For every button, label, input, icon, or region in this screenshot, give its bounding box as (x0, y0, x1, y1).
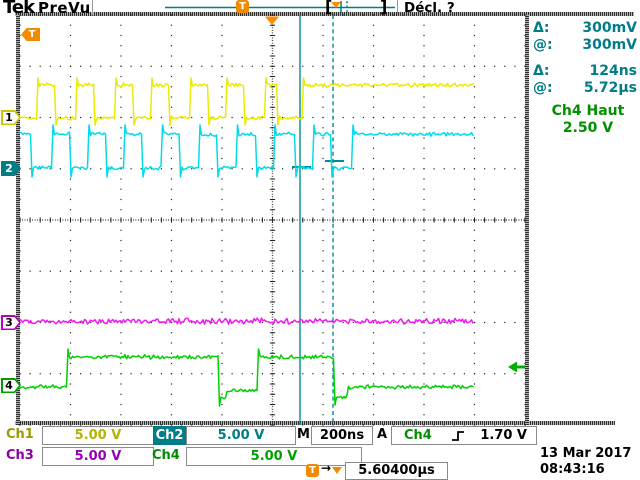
timebase-label: M (297, 427, 310, 442)
timebase-readout: 200ns (311, 426, 373, 445)
record-window-right-bracket: ] (380, 0, 388, 16)
time-text: 08:43:16 (540, 462, 605, 477)
channel-1-marker-label: 1 (5, 111, 13, 124)
trigger-source: Ch4 (404, 428, 432, 443)
trigger-readout: Ch4 1.70 V (391, 426, 537, 445)
channel-2-marker-label: 2 (5, 162, 13, 175)
t-cursor-at-value: 5.72µs (583, 80, 637, 96)
rising-edge-icon (452, 431, 464, 441)
ch1-label: Ch1 (6, 427, 34, 442)
trigger-delay-triangle-icon (332, 467, 342, 474)
channel-4-marker-bg (2, 379, 19, 392)
record-trigger-position-icon (331, 2, 341, 8)
ch4-scale-readout: 5.00 V (186, 447, 362, 466)
v-cursor-delta-value: 300mV (582, 20, 637, 36)
v-cursor-at-value: 300mV (582, 37, 637, 53)
trigger-status-text: Décl. ? (404, 0, 455, 16)
channel-3-marker: 3 (1, 315, 21, 330)
tek-logo: Tek (3, 0, 35, 18)
arrow-icon: → (321, 461, 332, 475)
ch2-scale-readout: 5.00 V (186, 426, 296, 445)
trigger-t-badge: T (236, 0, 249, 13)
date-text: 13 Mar 2017 (540, 446, 632, 461)
measurement-title: Ch4 Haut (551, 103, 625, 119)
measurement-value: 2.50 V (562, 120, 614, 136)
t-cursor-at-label: @: (533, 80, 553, 96)
ch3-scale-readout: 5.00 V (42, 447, 154, 466)
header-divider (92, 0, 93, 15)
t-cursor-delta-label: Δ: (533, 63, 550, 79)
channel-2-marker: 2 (1, 161, 21, 176)
acquisition-status: PreVu (38, 0, 91, 17)
trigger-mode-label: A (377, 427, 388, 442)
ch3-label: Ch3 (6, 448, 34, 463)
trigger-delay-t-badge: T (306, 464, 319, 477)
ch2-label-selected: Ch2 (153, 426, 186, 445)
trigger-level: 1.70 V (480, 428, 527, 443)
ch1-scale-readout: 5.00 V (42, 426, 154, 445)
channel-3-marker-bg (2, 316, 19, 329)
v-cursor-at-label: @: (533, 37, 553, 53)
channel-1-marker-bg (2, 111, 19, 124)
channel-4-marker-label: 4 (5, 379, 13, 392)
channel-3-marker-label: 3 (5, 316, 13, 329)
channel-4-marker: 4 (1, 378, 21, 393)
ch4-label: Ch4 (152, 448, 180, 463)
v-cursor-delta-label: Δ: (533, 20, 550, 36)
channel-1-marker: 1 (1, 110, 21, 125)
trigger-flag-icon: T (21, 28, 40, 41)
header-divider (397, 0, 398, 15)
record-window-left-bracket: [ (325, 0, 333, 16)
trigger-delay-readout: 5.60400µs (345, 462, 448, 480)
t-cursor-delta-value: 124ns (589, 63, 637, 79)
